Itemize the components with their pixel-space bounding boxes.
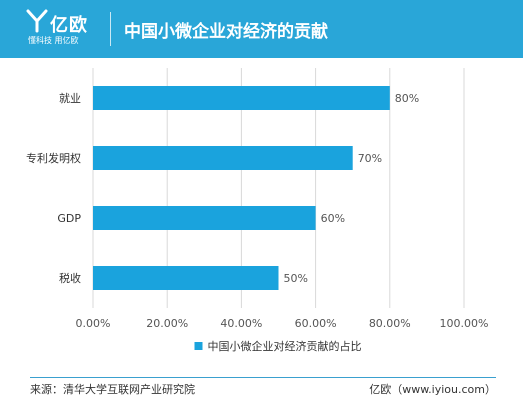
logo-y-icon	[26, 9, 48, 33]
data-label: 70%	[358, 152, 382, 165]
bar	[93, 146, 353, 170]
bar	[93, 86, 390, 110]
x-tick-label: 60.00%	[295, 317, 337, 330]
website-credit: 亿欧（www.iyiou.com）	[369, 383, 496, 396]
x-tick-label: 80.00%	[369, 317, 411, 330]
source-note: 来源：清华大学互联网产业研究院	[30, 383, 195, 396]
header-banner: 亿欧 懂科技 用亿欧 中国小微企业对经济的贡献	[0, 0, 523, 58]
logo: 亿欧 懂科技 用亿欧	[26, 9, 108, 49]
category-label: 就业	[59, 91, 81, 105]
logo-slogan: 懂科技 用亿欧	[28, 36, 79, 45]
category-label: 专利发明权	[26, 151, 81, 165]
page-title: 中国小微企业对经济的贡献	[124, 22, 328, 42]
bar-chart: 0.00% 20.00% 40.00% 60.00% 80.00% 100.00% 就业 80…	[26, 68, 489, 353]
x-tick-label: 20.00%	[146, 317, 188, 330]
bar	[93, 206, 316, 230]
legend-swatch	[194, 342, 203, 350]
legend-label: 中国小微企业对经济贡献的占比	[208, 339, 362, 353]
logo-name: 亿欧	[50, 15, 88, 36]
category-label: GDP	[57, 212, 81, 225]
bar	[93, 266, 279, 290]
category-label: 税收	[59, 271, 81, 285]
x-tick-label: 100.00%	[440, 317, 489, 330]
data-label: 80%	[395, 92, 419, 105]
x-tick-label: 40.00%	[220, 317, 262, 330]
x-tick-label: 0.00%	[76, 317, 111, 330]
header-divider	[110, 12, 111, 46]
footer-divider	[30, 377, 496, 378]
data-label: 60%	[321, 212, 345, 225]
data-label: 50%	[284, 272, 308, 285]
